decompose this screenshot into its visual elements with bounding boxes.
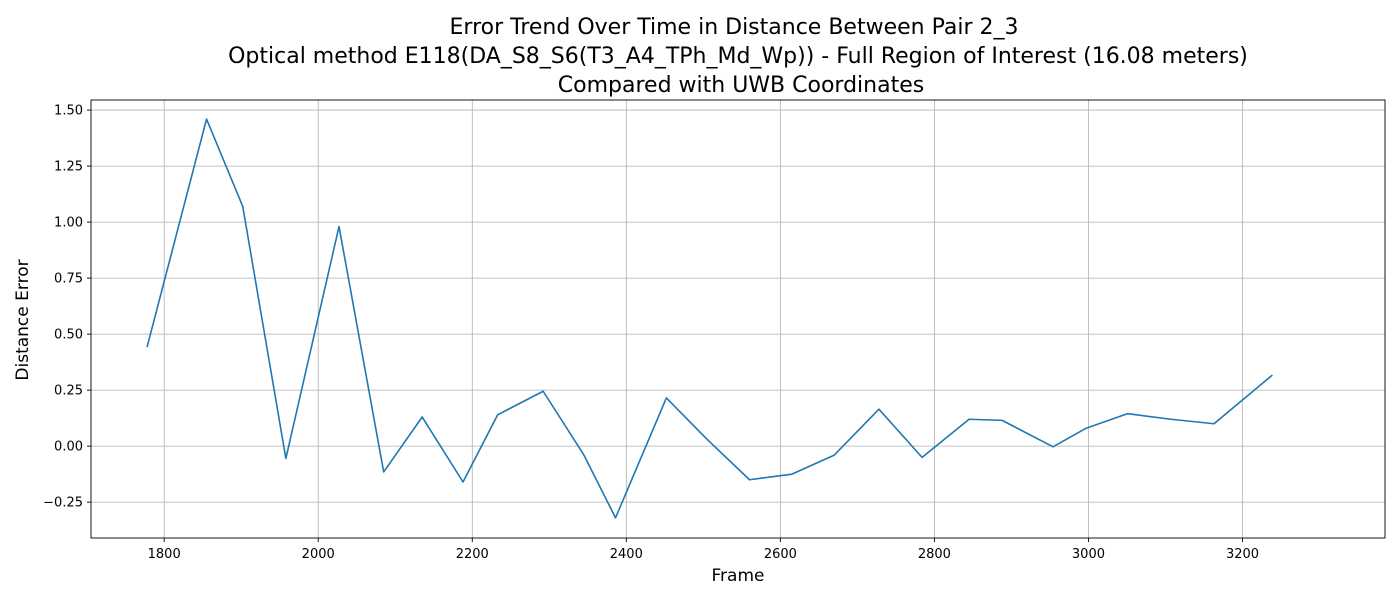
chart-title-line-3: Compared with UWB Coordinates [558, 73, 924, 98]
chart-title: Error Trend Over Time in Distance Betwee… [228, 15, 1248, 98]
x-tick-label: 3200 [1226, 547, 1259, 562]
x-tick-label: 1800 [148, 547, 181, 562]
y-tick-label: −0.25 [43, 496, 83, 511]
plot-frame [90, 99, 1386, 539]
tick-layer: 1800 2000 2200 2400 2600 2800 3000 3200 −0.25 0.0… [43, 104, 1259, 562]
chart-title-line-1: Error Trend Over Time in Distance Betwee… [450, 15, 1019, 40]
y-axis-label: Distance Error [13, 259, 33, 380]
grid-layer [91, 100, 1385, 538]
x-axis-label: Frame [712, 566, 765, 586]
x-tick-label: 2000 [302, 547, 335, 562]
y-tick-label: 1.50 [54, 104, 83, 119]
y-tick-label: 0.25 [54, 384, 83, 399]
axes-layer [90, 99, 1386, 539]
y-tick-label: 0.50 [54, 328, 83, 343]
y-tick-label: 0.00 [54, 440, 83, 455]
x-tick-label: 2400 [610, 547, 643, 562]
x-tick-label: 3000 [1072, 547, 1105, 562]
y-tick-label: 1.00 [54, 216, 83, 231]
x-tick-label: 2600 [764, 547, 797, 562]
x-tick-label: 2800 [918, 547, 951, 562]
series-layer [146, 118, 1273, 519]
series-line [146, 118, 1273, 519]
x-tick-label: 2200 [456, 547, 489, 562]
y-tick-label: 1.25 [54, 160, 83, 175]
chart-title-line-2: Optical method E118(DA_S8_S6(T3_A4_TPh_M… [228, 44, 1248, 69]
y-tick-label: 0.75 [54, 272, 83, 287]
